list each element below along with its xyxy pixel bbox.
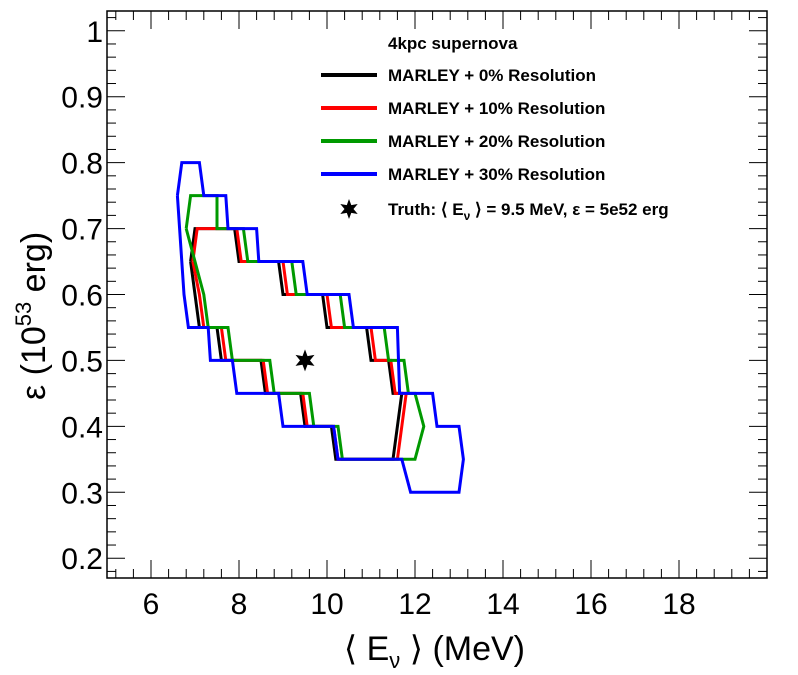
y-tick-label: 0.6 <box>61 280 103 313</box>
x-tick-labels: 6 8 10 12 14 16 18 <box>143 588 696 621</box>
truth-marker-group <box>295 349 315 372</box>
y-tick-label: 0.4 <box>61 411 103 444</box>
y-tick-label: 0.3 <box>61 477 103 510</box>
legend-truth-main: Truth: ⟨ E <box>388 200 464 219</box>
legend-header: 4kpc supernova <box>388 34 518 53</box>
x-axis-title: ⟨ Eν ⟩ (MeV) <box>344 630 525 673</box>
plot-frame <box>106 10 768 579</box>
x-tick-label: 14 <box>486 588 519 621</box>
legend-entries: MARLEY + 0% Resolution MARLEY + 10% Resol… <box>321 66 605 184</box>
y-axis-title-main: ε (10 <box>15 326 53 400</box>
y-axis-title-tail: erg) <box>15 232 53 302</box>
y-tick-label: 0.5 <box>61 345 103 378</box>
y-tick-label: 0.8 <box>61 148 103 181</box>
x-tick-label: 18 <box>662 588 695 621</box>
legend-truth-sub: ν <box>464 209 471 223</box>
contour-series-3 <box>175 161 465 494</box>
legend-entry-truth: Truth: ⟨ Eν ⟩ = 9.5 MeV, ε = 5e52 erg <box>340 199 669 223</box>
x-tick-label: 8 <box>231 588 248 621</box>
x-tick-label: 12 <box>398 588 431 621</box>
x-tick-label: 16 <box>574 588 607 621</box>
axis-ticks <box>107 11 768 578</box>
y-tick-label: 1 <box>86 16 103 49</box>
series-contours <box>175 161 465 494</box>
legend-label-0: MARLEY + 0% Resolution <box>388 66 596 85</box>
y-axis-title: ε (1053 erg) <box>11 232 53 400</box>
x-axis-title-sub: ν <box>389 648 400 673</box>
legend: 4kpc supernova MARLEY + 0% ResolutionMAR… <box>321 34 669 223</box>
x-axis-title-main: ⟨ E <box>344 630 389 668</box>
legend-truth-tail: ⟩ = 9.5 MeV, ε = 5e52 erg <box>470 200 668 219</box>
y-axis-title-sup: 53 <box>11 302 36 326</box>
y-tick-labels: 0.2 0.3 0.4 0.5 0.6 0.7 0.8 0.9 1 <box>61 16 103 576</box>
y-tick-label: 0.7 <box>61 214 103 247</box>
star-icon <box>340 199 358 219</box>
legend-label-2: MARLEY + 20% Resolution <box>388 132 605 151</box>
x-axis-title-tail: ⟩ (MeV) <box>400 630 525 668</box>
y-tick-label: 0.9 <box>61 82 103 115</box>
x-tick-label: 10 <box>310 588 343 621</box>
legend-label-truth: Truth: ⟨ Eν ⟩ = 9.5 MeV, ε = 5e52 erg <box>388 200 669 223</box>
legend-label-3: MARLEY + 30% Resolution <box>388 165 605 184</box>
truth-star-marker <box>295 349 315 372</box>
y-tick-label: 0.2 <box>61 543 103 576</box>
legend-label-1: MARLEY + 10% Resolution <box>388 99 605 118</box>
x-tick-label: 6 <box>143 588 160 621</box>
